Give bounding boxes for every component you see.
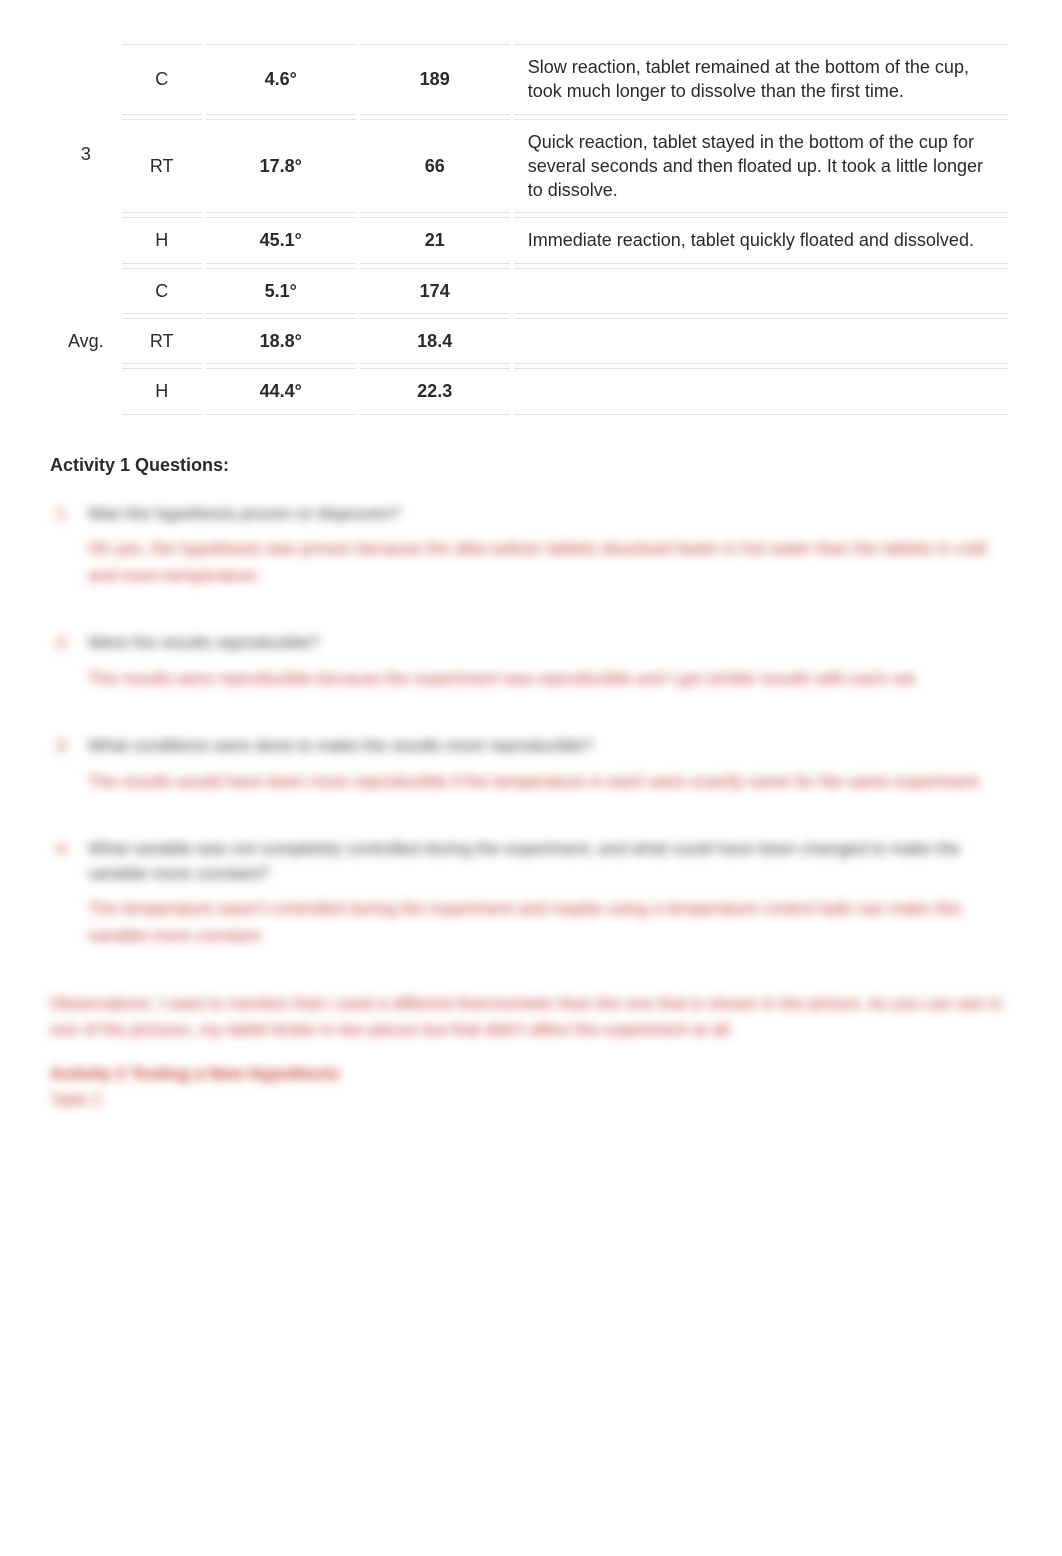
table-row: 3 C 4.6° 189 Slow reaction, tablet remai… bbox=[54, 44, 1008, 115]
question-answer: The temperature wasn't controlled during… bbox=[88, 896, 1012, 949]
cond-cell: H bbox=[122, 217, 202, 263]
time-cell: 189 bbox=[360, 44, 510, 115]
question-prompt: Were the results reproducible? bbox=[88, 631, 1012, 656]
cond-cell: H bbox=[122, 368, 202, 414]
activity-2-title: Activity 2 Testing a New Hypothesis bbox=[50, 1064, 1012, 1084]
temp-cell: 5.1° bbox=[206, 268, 356, 314]
cond-cell: C bbox=[122, 268, 202, 314]
time-cell: 174 bbox=[360, 268, 510, 314]
obs-cell bbox=[514, 268, 1008, 314]
section-heading: Activity 1 Questions: bbox=[50, 455, 1012, 476]
question-prompt: What conditions were done to make the re… bbox=[88, 734, 1012, 759]
table-row: Avg. C 5.1° 174 bbox=[54, 268, 1008, 314]
question-item: What variable was not completely control… bbox=[88, 837, 1012, 949]
cond-cell: RT bbox=[122, 318, 202, 364]
questions-list: Was the hypothesis proven or disproven? … bbox=[50, 502, 1012, 949]
avg-label: Avg. bbox=[54, 268, 118, 415]
question-prompt: Was the hypothesis proven or disproven? bbox=[88, 502, 1012, 527]
temp-cell: 4.6° bbox=[206, 44, 356, 115]
obs-cell: Slow reaction, tablet remained at the bo… bbox=[514, 44, 1008, 115]
question-item: Were the results reproducible? The resul… bbox=[88, 631, 1012, 692]
question-item: Was the hypothesis proven or disproven? … bbox=[88, 502, 1012, 589]
time-cell: 66 bbox=[360, 119, 510, 214]
table-row: RT 17.8° 66 Quick reaction, tablet staye… bbox=[54, 119, 1008, 214]
time-cell: 18.4 bbox=[360, 318, 510, 364]
obs-cell bbox=[514, 368, 1008, 414]
table-2-label: Table 2 bbox=[50, 1092, 1012, 1110]
results-table: 3 C 4.6° 189 Slow reaction, tablet remai… bbox=[50, 40, 1012, 419]
question-prompt: What variable was not completely control… bbox=[88, 837, 1012, 886]
time-cell: 22.3 bbox=[360, 368, 510, 414]
temp-cell: 17.8° bbox=[206, 119, 356, 214]
cond-cell: C bbox=[122, 44, 202, 115]
time-cell: 21 bbox=[360, 217, 510, 263]
cond-cell: RT bbox=[122, 119, 202, 214]
question-item: What conditions were done to make the re… bbox=[88, 734, 1012, 795]
temp-cell: 44.4° bbox=[206, 368, 356, 414]
observations-paragraph: Observations: I want to mention that I u… bbox=[50, 991, 1012, 1044]
question-answer: Oh yes, the hypothesis was proven becaus… bbox=[88, 536, 1012, 589]
table-row: RT 18.8° 18.4 bbox=[54, 318, 1008, 364]
table-row: H 44.4° 22.3 bbox=[54, 368, 1008, 414]
obs-cell: Quick reaction, tablet stayed in the bot… bbox=[514, 119, 1008, 214]
obs-cell bbox=[514, 318, 1008, 364]
temp-cell: 45.1° bbox=[206, 217, 356, 263]
trial-label: 3 bbox=[54, 44, 118, 264]
question-answer: The results would have been more reprodu… bbox=[88, 769, 1012, 795]
table-row: H 45.1° 21 Immediate reaction, tablet qu… bbox=[54, 217, 1008, 263]
question-answer: The results were reproducible because th… bbox=[88, 666, 1012, 692]
temp-cell: 18.8° bbox=[206, 318, 356, 364]
obs-cell: Immediate reaction, tablet quickly float… bbox=[514, 217, 1008, 263]
